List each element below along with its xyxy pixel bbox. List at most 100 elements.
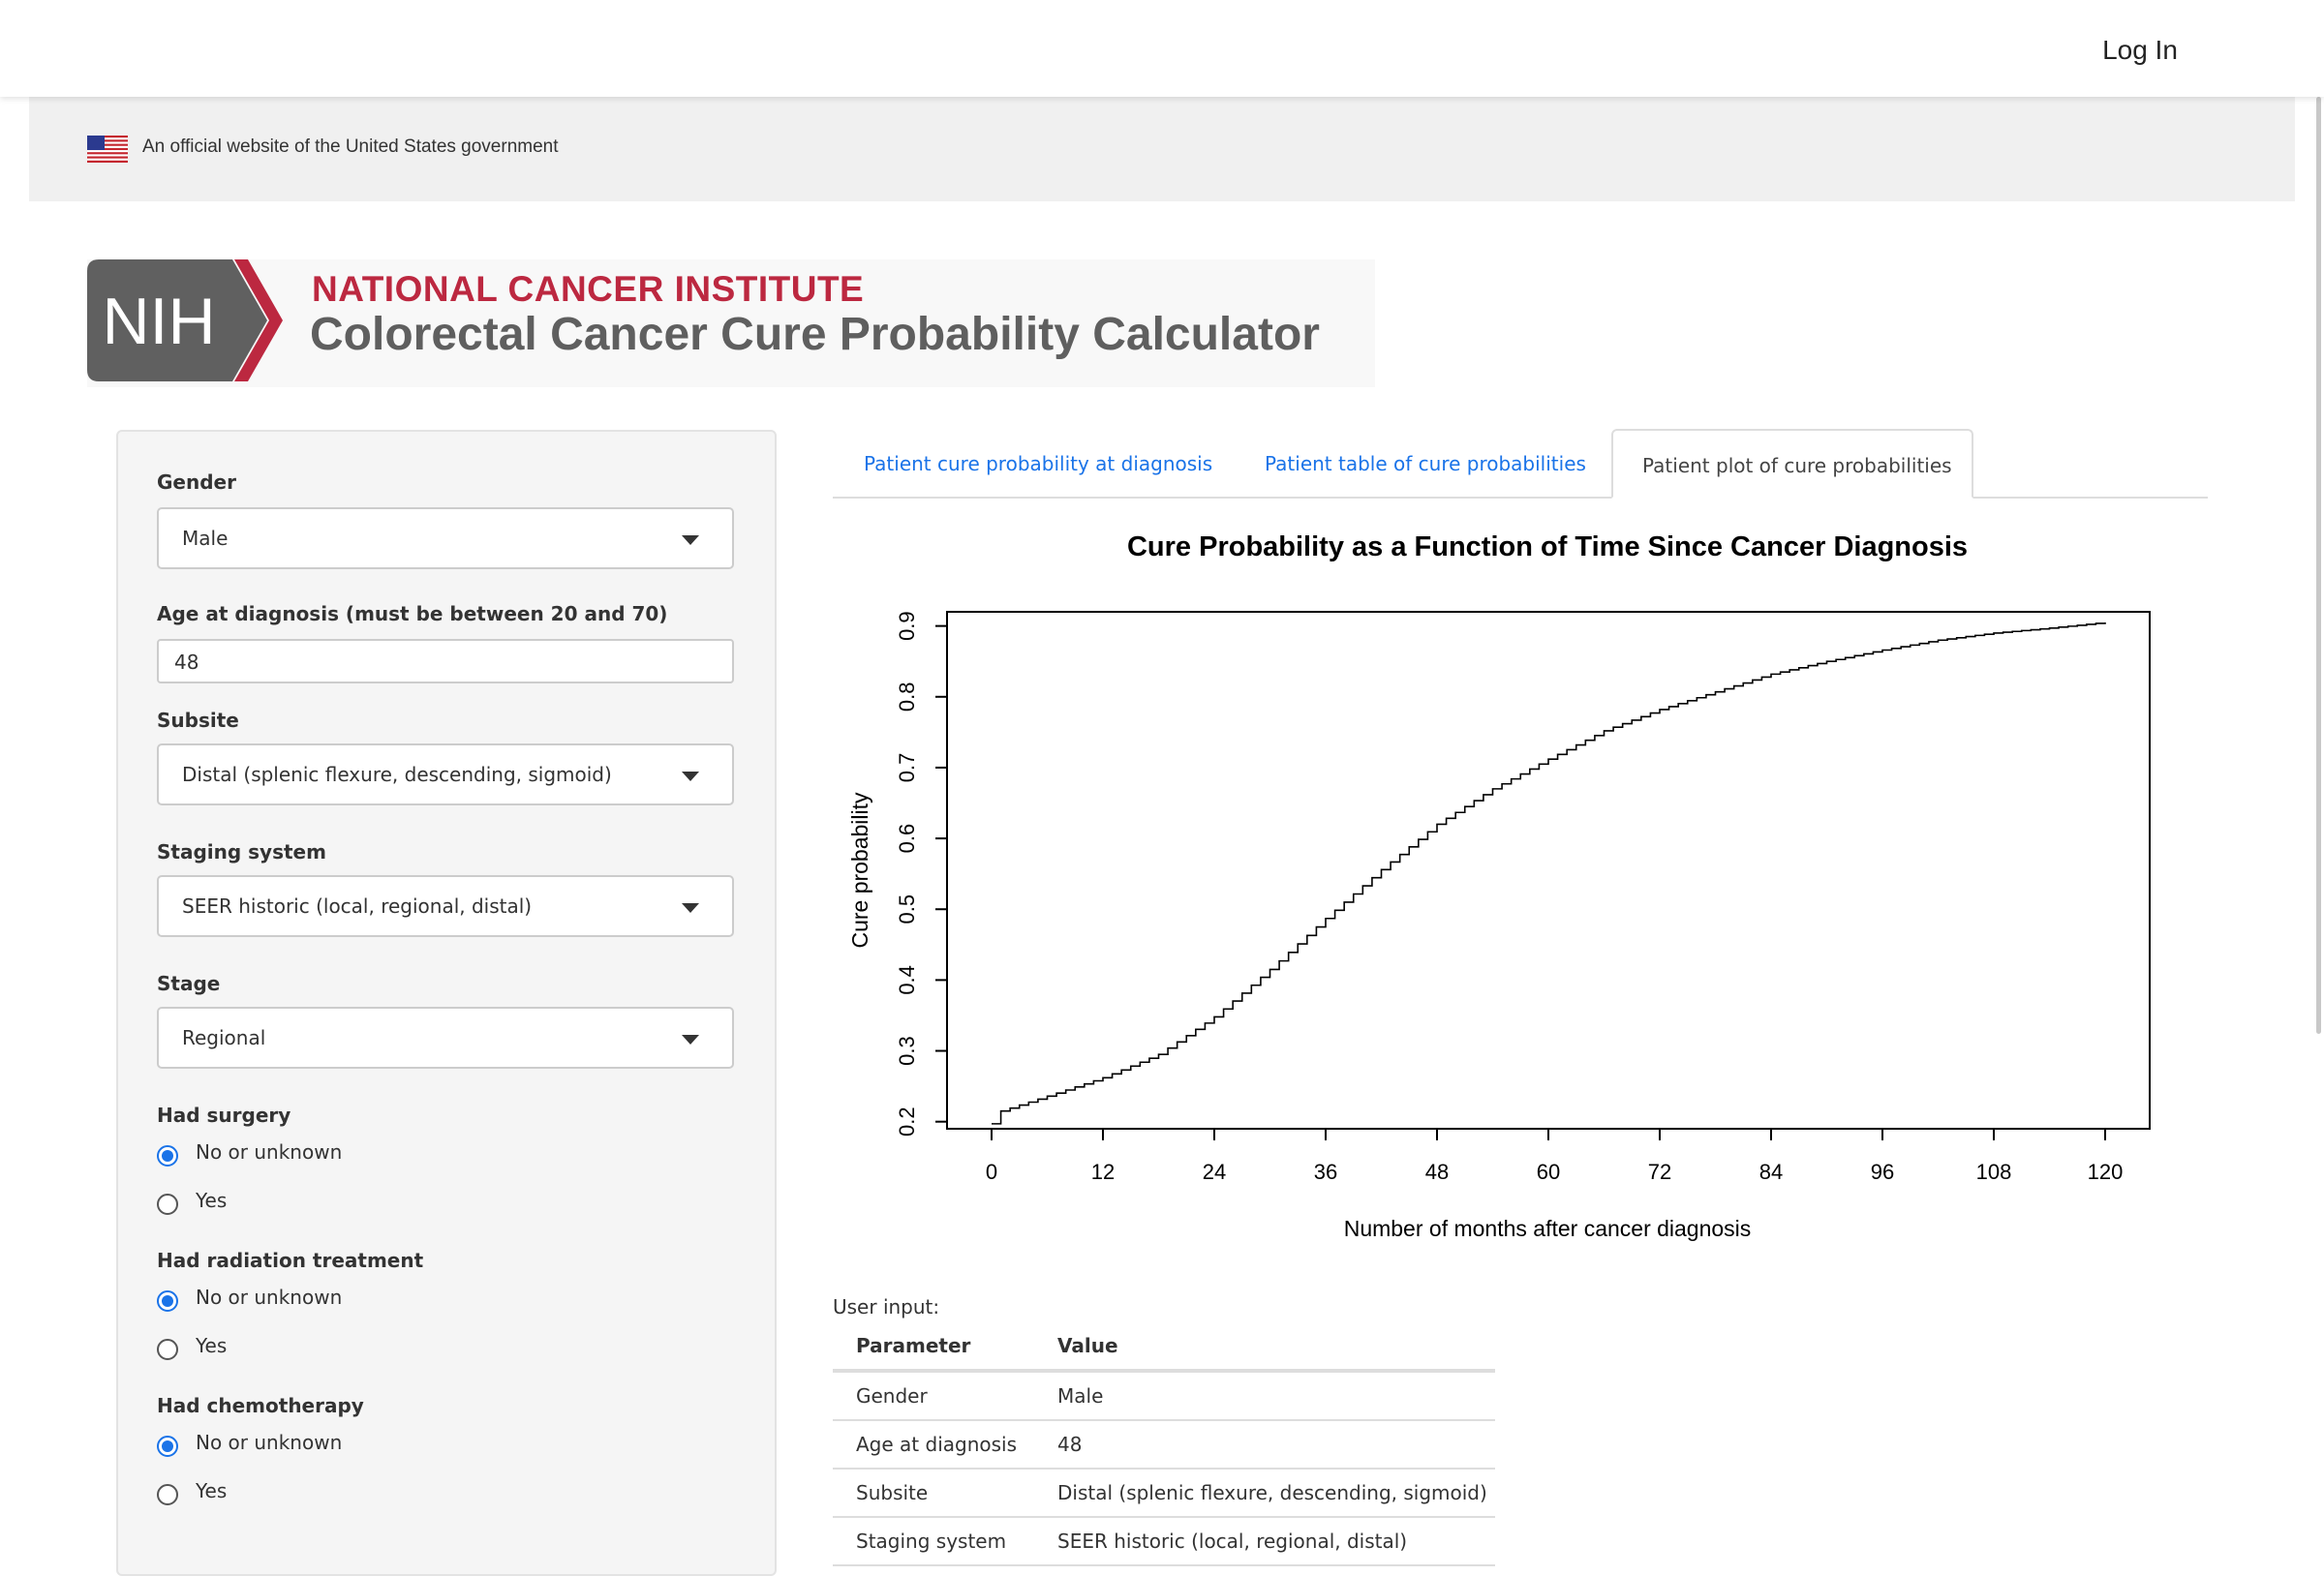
y-tick-label: 0.2 — [895, 1106, 919, 1137]
nih-logo-text: NIH — [102, 285, 215, 358]
radio-checked-icon — [157, 1436, 178, 1457]
chevron-down-icon — [682, 772, 699, 781]
chevron-down-icon — [682, 1035, 699, 1045]
x-axis-label: Number of months after cancer diagnosis — [1344, 1216, 1752, 1241]
top-bar: Log In — [0, 0, 2324, 97]
subsite-select-value: Distal (splenic flexure, descending, sig… — [182, 763, 612, 786]
y-tick-label: 0.3 — [895, 1036, 919, 1066]
stage-select[interactable]: Regional — [157, 1007, 734, 1069]
staging-label: Staging system — [157, 840, 326, 864]
chart-title: Cure Probability as a Function of Time S… — [1127, 531, 1968, 562]
radio-unchecked-icon — [157, 1339, 178, 1360]
chemo-radio-no[interactable]: No or unknown — [157, 1431, 544, 1460]
value-cell: SEER historic (local, regional, distal) — [1034, 1517, 1495, 1566]
gender-select[interactable]: Male — [157, 507, 734, 569]
subsite-select[interactable]: Distal (splenic flexure, descending, sig… — [157, 743, 734, 805]
table-row: Subsite Distal (splenic flexure, descend… — [833, 1469, 1495, 1518]
chevron-down-icon — [682, 903, 699, 913]
age-label: Age at diagnosis (must be between 20 and… — [157, 602, 668, 625]
value-cell: 48 — [1034, 1420, 1495, 1470]
table-row: Gender Male — [833, 1371, 1495, 1421]
stage-select-value: Regional — [182, 1026, 266, 1049]
radio-unchecked-icon — [157, 1194, 178, 1215]
chevron-down-icon — [682, 535, 699, 545]
cure-probability-line — [992, 621, 2106, 1125]
x-tick-label: 72 — [1648, 1160, 1671, 1184]
radiation-label: Had radiation treatment — [157, 1249, 424, 1272]
x-tick-label: 96 — [1871, 1160, 1894, 1184]
x-axis: 0 12 24 36 48 60 72 84 96 108 120 — [986, 1128, 2124, 1184]
x-tick-label: 12 — [1091, 1160, 1115, 1184]
site-header: NIH NATIONAL CANCER INSTITUTE Colorectal… — [87, 259, 1375, 387]
value-cell: Distal (splenic flexure, descending, sig… — [1034, 1469, 1495, 1518]
table-row: Staging system SEER historic (local, reg… — [833, 1517, 1495, 1566]
radio-checked-icon — [157, 1290, 178, 1312]
table-header-row: Parameter Value — [833, 1322, 1495, 1373]
tab-label: Patient cure probability at diagnosis — [864, 452, 1213, 475]
tab-cure-probability[interactable]: Patient cure probability at diagnosis — [864, 429, 1212, 497]
surgery-option-label: No or unknown — [196, 1140, 343, 1164]
page-scrollbar[interactable] — [2316, 97, 2321, 1034]
page-title: Colorectal Cancer Cure Probability Calcu… — [310, 309, 1320, 360]
us-flag-icon — [87, 136, 128, 163]
radio-unchecked-icon — [157, 1484, 178, 1505]
y-tick-label: 0.8 — [895, 682, 919, 712]
x-tick-label: 36 — [1314, 1160, 1337, 1184]
tab-label: Patient plot of cure probabilities — [1642, 454, 1952, 477]
column-header: Value — [1034, 1322, 1495, 1373]
value-cell: Male — [1034, 1371, 1495, 1421]
param-cell: Subsite — [833, 1469, 1034, 1518]
radiation-radio-no[interactable]: No or unknown — [157, 1286, 544, 1315]
column-header: Parameter — [833, 1322, 1034, 1373]
gov-banner: An official website of the United States… — [29, 97, 2295, 201]
staging-select-value: SEER historic (local, regional, distal) — [182, 894, 533, 918]
x-tick-label: 0 — [986, 1160, 997, 1184]
surgery-label: Had surgery — [157, 1104, 291, 1127]
x-tick-label: 48 — [1425, 1160, 1449, 1184]
radio-checked-icon — [157, 1145, 178, 1167]
param-cell: Staging system — [833, 1517, 1034, 1566]
institute-name: NATIONAL CANCER INSTITUTE — [312, 269, 865, 309]
plot-frame — [946, 611, 2151, 1130]
y-axis-label: Cure probability — [847, 792, 872, 949]
radiation-option-label: Yes — [196, 1334, 228, 1357]
surgery-option-label: Yes — [196, 1189, 228, 1212]
stage-label: Stage — [157, 972, 221, 995]
surgery-radio-yes[interactable]: Yes — [157, 1189, 544, 1218]
param-cell: Gender — [833, 1371, 1034, 1421]
table-row: Age at diagnosis 48 — [833, 1420, 1495, 1470]
x-tick-label: 120 — [2088, 1160, 2124, 1184]
y-tick-label: 0.6 — [895, 824, 919, 854]
chemo-option-label: No or unknown — [196, 1431, 343, 1454]
y-tick-label: 0.5 — [895, 894, 919, 924]
tab-cure-plot[interactable]: Patient plot of cure probabilities — [1611, 429, 1973, 499]
tab-label: Patient table of cure probabilities — [1265, 452, 1586, 475]
y-tick-label: 0.9 — [895, 611, 919, 641]
user-input-table: Parameter Value Gender Male Age at diagn… — [833, 1322, 1495, 1566]
chemo-radio-yes[interactable]: Yes — [157, 1479, 544, 1508]
subsite-label: Subsite — [157, 709, 239, 732]
x-tick-label: 60 — [1537, 1160, 1560, 1184]
login-link[interactable]: Log In — [2102, 35, 2178, 65]
staging-select[interactable]: SEER historic (local, regional, distal) — [157, 875, 734, 937]
radiation-radio-yes[interactable]: Yes — [157, 1334, 544, 1363]
cure-probability-chart: Cure Probability as a Function of Time S… — [847, 531, 2151, 1241]
age-input-value: 48 — [174, 651, 199, 674]
tab-cure-table[interactable]: Patient table of cure probabilities — [1265, 429, 1594, 497]
nih-logo[interactable]: NIH — [87, 259, 285, 381]
x-tick-label: 108 — [1976, 1160, 2012, 1184]
result-tabs: Patient cure probability at diagnosis Pa… — [833, 429, 2208, 499]
y-tick-label: 0.4 — [895, 965, 919, 995]
gender-label: Gender — [157, 470, 236, 494]
chemo-label: Had chemotherapy — [157, 1394, 364, 1417]
y-axis: 0.2 0.3 0.4 0.5 0.6 0.7 0.8 0.9 — [895, 611, 948, 1137]
age-input[interactable]: 48 — [157, 639, 734, 683]
user-input-label: User input: — [833, 1295, 940, 1318]
surgery-radio-no[interactable]: No or unknown — [157, 1140, 544, 1169]
param-cell: Age at diagnosis — [833, 1420, 1034, 1470]
gov-banner-text: An official website of the United States… — [142, 136, 559, 157]
chemo-option-label: Yes — [196, 1479, 228, 1502]
y-tick-label: 0.7 — [895, 753, 919, 783]
x-tick-label: 24 — [1203, 1160, 1226, 1184]
gender-select-value: Male — [182, 527, 229, 550]
